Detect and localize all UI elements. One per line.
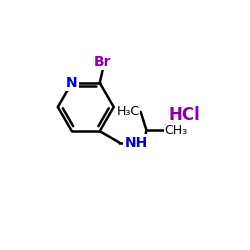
Text: Br: Br (94, 55, 111, 69)
Text: HCl: HCl (168, 106, 200, 124)
Text: H₃C: H₃C (116, 105, 140, 118)
Text: NH: NH (125, 136, 148, 149)
Text: CH₃: CH₃ (165, 124, 188, 136)
Text: N: N (66, 76, 78, 90)
